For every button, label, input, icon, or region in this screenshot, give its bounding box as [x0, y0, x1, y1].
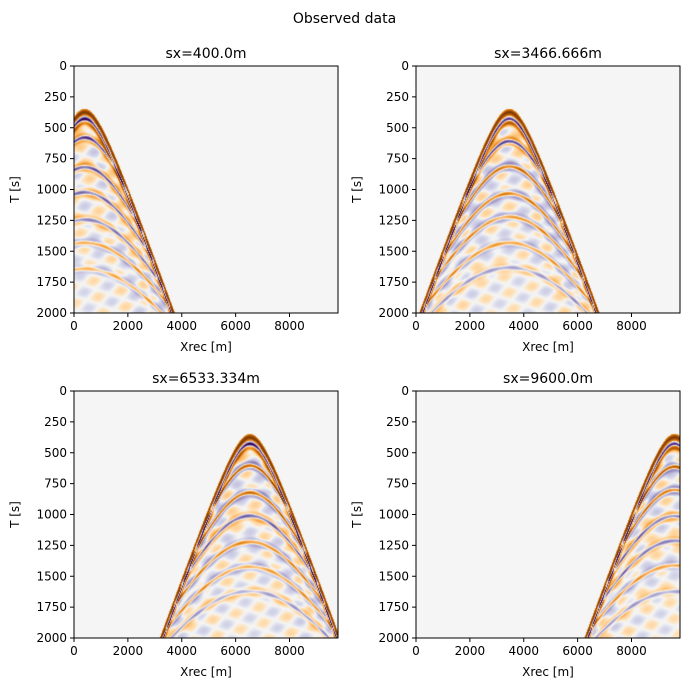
- x-tick-label: 6000: [562, 644, 593, 658]
- y-axis-label: T [s]: [8, 176, 22, 204]
- y-tick-label: 750: [386, 477, 409, 491]
- seismic-image: [416, 66, 680, 313]
- x-tick-label: 0: [412, 319, 420, 333]
- x-tick-label: 2000: [455, 319, 486, 333]
- seismic-image: [74, 66, 338, 313]
- y-axis-label: T [s]: [350, 501, 364, 529]
- y-tick-label: 2000: [36, 631, 67, 645]
- x-axis-label: Xrec [m]: [522, 665, 574, 679]
- x-axis-label: Xrec [m]: [180, 340, 232, 354]
- y-tick-label: 500: [44, 446, 67, 460]
- y-tick-label: 1000: [36, 183, 67, 197]
- subplot-title: sx=3466.666m: [494, 46, 602, 62]
- y-tick-label: 500: [44, 121, 67, 135]
- y-tick-label: 1750: [36, 600, 67, 614]
- x-tick-label: 0: [412, 644, 420, 658]
- y-tick-label: 1000: [378, 183, 409, 197]
- figure-suptitle: Observed data: [293, 11, 396, 27]
- y-tick-label: 750: [44, 477, 67, 491]
- y-tick-label: 500: [386, 121, 409, 135]
- y-tick-label: 1500: [378, 569, 409, 583]
- subplot-title: sx=9600.0m: [503, 371, 593, 387]
- x-axis-label: Xrec [m]: [522, 340, 574, 354]
- y-tick-label: 1250: [36, 213, 67, 227]
- seismic-image: [416, 391, 680, 638]
- x-tick-label: 6000: [562, 319, 593, 333]
- subplot-title: sx=6533.334m: [152, 371, 260, 387]
- y-tick-label: 250: [44, 90, 67, 104]
- y-axis-label: T [s]: [8, 501, 22, 529]
- y-tick-label: 250: [44, 415, 67, 429]
- subplot-1: sx=400.0m0 2000 4000 6000 800002505007501000…: [8, 46, 339, 354]
- x-tick-label: 0: [70, 644, 78, 658]
- x-tick-label: 2000: [455, 644, 486, 658]
- x-tick-label: 4000: [508, 319, 539, 333]
- y-tick-label: 0: [59, 384, 67, 398]
- y-tick-label: 750: [386, 152, 409, 166]
- x-tick-label: 6000: [220, 644, 251, 658]
- y-tick-label: 1750: [378, 600, 409, 614]
- y-tick-label: 1250: [378, 538, 409, 552]
- x-tick-label: 2000: [113, 319, 144, 333]
- y-tick-label: 1500: [36, 244, 67, 258]
- y-tick-label: 1250: [36, 538, 67, 552]
- y-tick-label: 0: [401, 59, 409, 73]
- subplot-4: sx=9600.0m0 2000 4000 6000 80000250500750100…: [350, 371, 681, 679]
- y-tick-label: 1750: [378, 275, 409, 289]
- seismic-image: [74, 391, 338, 638]
- x-tick-label: 8000: [274, 319, 305, 333]
- y-tick-label: 0: [59, 59, 67, 73]
- y-tick-label: 750: [44, 152, 67, 166]
- subplot-title: sx=400.0m: [165, 46, 246, 62]
- x-tick-label: 6000: [220, 319, 251, 333]
- x-tick-label: 8000: [616, 319, 647, 333]
- y-tick-label: 500: [386, 446, 409, 460]
- x-tick-label: 4000: [508, 644, 539, 658]
- x-tick-label: 0: [70, 319, 78, 333]
- y-tick-label: 1000: [378, 508, 409, 522]
- x-tick-label: 4000: [166, 644, 197, 658]
- y-tick-label: 1250: [378, 213, 409, 227]
- y-tick-label: 1500: [36, 569, 67, 583]
- y-tick-label: 1750: [36, 275, 67, 289]
- y-axis-label: T [s]: [350, 176, 364, 204]
- y-tick-label: 250: [386, 90, 409, 104]
- x-tick-label: 4000: [166, 319, 197, 333]
- y-tick-label: 2000: [378, 631, 409, 645]
- x-axis-label: Xrec [m]: [180, 665, 232, 679]
- y-tick-label: 250: [386, 415, 409, 429]
- y-tick-label: 2000: [36, 306, 67, 320]
- y-tick-label: 1000: [36, 508, 67, 522]
- x-tick-label: 8000: [616, 644, 647, 658]
- x-tick-label: 8000: [274, 644, 305, 658]
- y-tick-label: 2000: [378, 306, 409, 320]
- y-tick-label: 0: [401, 384, 409, 398]
- y-tick-label: 1500: [378, 244, 409, 258]
- x-tick-label: 2000: [113, 644, 144, 658]
